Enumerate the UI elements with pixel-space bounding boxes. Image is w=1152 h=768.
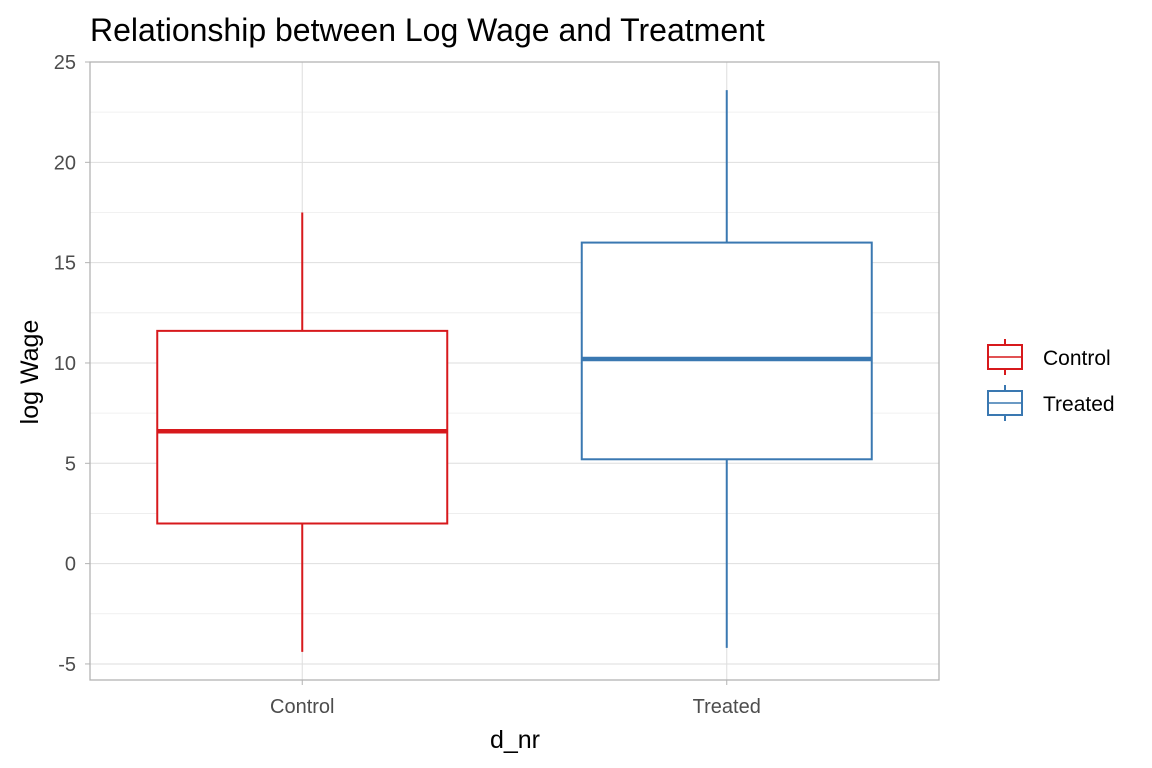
y-tick-label: 5	[65, 453, 76, 475]
panel-border	[89, 61, 940, 681]
y-tick-label: 0	[65, 554, 76, 576]
x-axis-title: d_nr	[490, 726, 540, 754]
box-iqr	[580, 241, 873, 461]
legend-item-treated: Treated	[987, 385, 1115, 421]
y-axis: -5 0 5 10 15 20 25	[54, 52, 90, 676]
box-control	[156, 212, 449, 652]
legend: Control Treated	[987, 339, 1115, 421]
legend-label: Control	[1043, 347, 1111, 370]
y-tick-label: 25	[54, 52, 76, 74]
y-tick-label: -5	[58, 654, 76, 676]
legend-item-control: Control	[987, 339, 1111, 375]
y-tick-label: 20	[54, 152, 76, 174]
x-tick-label: Control	[270, 696, 334, 718]
y-tick-label: 15	[54, 253, 76, 275]
y-tick-label: 10	[54, 353, 76, 375]
box-iqr	[156, 329, 449, 525]
chart-title: Relationship between Log Wage and Treatm…	[90, 12, 765, 48]
legend-label: Treated	[1043, 393, 1115, 416]
y-axis-title: log Wage	[16, 320, 44, 425]
x-axis: Control Treated	[270, 680, 761, 718]
box-treated	[580, 90, 873, 648]
boxes	[156, 90, 873, 652]
x-tick-label: Treated	[693, 696, 761, 718]
